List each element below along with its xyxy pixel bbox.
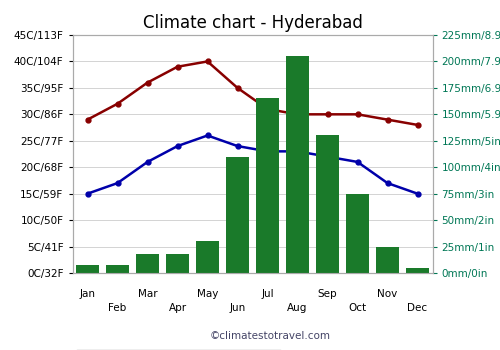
Text: Jul: Jul xyxy=(261,289,274,299)
Text: Oct: Oct xyxy=(348,303,366,313)
Max xyxy=(414,123,420,127)
Max xyxy=(204,60,210,64)
Min xyxy=(294,149,300,153)
Title: Climate chart - Hyderabad: Climate chart - Hyderabad xyxy=(142,14,362,32)
Min xyxy=(384,181,390,185)
Bar xyxy=(346,194,369,273)
Text: Apr: Apr xyxy=(168,303,186,313)
Bar xyxy=(136,254,159,273)
Bar xyxy=(406,268,429,273)
Text: Mar: Mar xyxy=(138,289,158,299)
Line: Min: Min xyxy=(85,133,420,196)
Bar xyxy=(166,254,189,273)
Max xyxy=(324,112,330,117)
Text: Jan: Jan xyxy=(80,289,96,299)
Min xyxy=(264,149,270,153)
Text: May: May xyxy=(197,289,218,299)
Min xyxy=(324,155,330,159)
Bar xyxy=(286,56,309,273)
Bar xyxy=(226,157,249,273)
Text: Jun: Jun xyxy=(230,303,246,313)
Max xyxy=(384,118,390,122)
Bar xyxy=(76,265,99,273)
Max xyxy=(294,112,300,117)
Min xyxy=(114,181,120,185)
Text: Feb: Feb xyxy=(108,303,126,313)
Max xyxy=(234,86,240,90)
Min xyxy=(234,144,240,148)
Bar xyxy=(376,246,399,273)
Min xyxy=(414,191,420,196)
Max xyxy=(264,107,270,111)
Text: Dec: Dec xyxy=(408,303,428,313)
Text: ©climatestotravel.com: ©climatestotravel.com xyxy=(210,331,331,341)
Text: Aug: Aug xyxy=(288,303,308,313)
Min xyxy=(204,133,210,138)
Bar xyxy=(106,265,129,273)
Max xyxy=(114,102,120,106)
Bar xyxy=(196,241,219,273)
Max xyxy=(174,65,180,69)
Bar xyxy=(316,135,339,273)
Min xyxy=(174,144,180,148)
Bar xyxy=(256,98,279,273)
Min xyxy=(144,160,150,164)
Min xyxy=(354,160,360,164)
Max xyxy=(354,112,360,117)
Min xyxy=(84,191,90,196)
Text: Nov: Nov xyxy=(378,289,398,299)
Max xyxy=(144,80,150,85)
Text: Sep: Sep xyxy=(318,289,338,299)
Max xyxy=(84,118,90,122)
Line: Max: Max xyxy=(85,59,420,127)
